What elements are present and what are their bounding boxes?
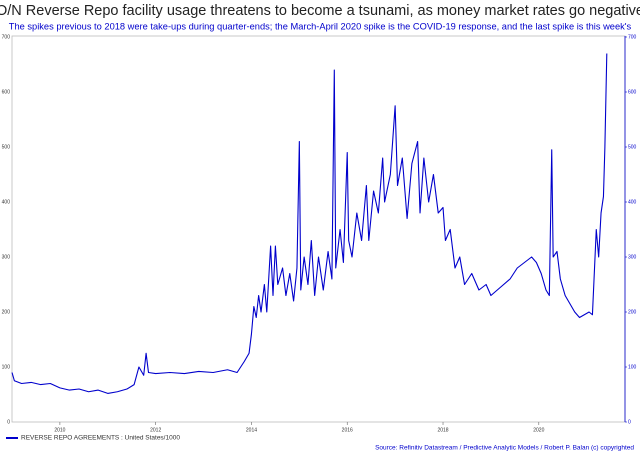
y2-tick-label: 0 xyxy=(628,419,631,425)
y-tick-label: 100 xyxy=(2,364,11,370)
y2-tick-label: 700 xyxy=(628,34,637,40)
line-series xyxy=(11,53,608,394)
y2-tick-label: 100 xyxy=(628,364,637,370)
y2-tick-label: 200 xyxy=(628,309,637,315)
y-tick-label: 600 xyxy=(2,89,11,95)
y-tick-label: 700 xyxy=(2,34,11,40)
y2-tick-label: 600 xyxy=(628,89,637,95)
x-tick-label: 2010 xyxy=(54,427,65,433)
y2-tick-label: 300 xyxy=(628,254,637,260)
legend-label: REVERSE REPO AGREEMENTS : United States/… xyxy=(21,435,180,442)
y-tick-label: 200 xyxy=(2,309,11,315)
x-tick-label: 2018 xyxy=(437,427,448,433)
chart-title: O/N Reverse Repo facility usage threaten… xyxy=(0,3,640,19)
x-tick-label: 2014 xyxy=(246,427,257,433)
y-tick-label: 400 xyxy=(2,199,11,205)
source-note: Source: Refinitiv Datastream / Predictiv… xyxy=(375,445,634,452)
y2-tick-label: 500 xyxy=(628,144,637,150)
plot-frame xyxy=(11,35,626,423)
x-tick-label: 2020 xyxy=(533,427,544,433)
y2-tick-label: 400 xyxy=(628,199,637,205)
y-tick-label: 300 xyxy=(2,254,11,260)
x-tick-label: 2016 xyxy=(342,427,353,433)
y-tick-label: 0 xyxy=(7,419,10,425)
chart-subtitle: The spikes previous to 2018 were take-up… xyxy=(9,21,632,31)
y-tick-label: 500 xyxy=(2,144,11,150)
x-tick-label: 2012 xyxy=(150,427,161,433)
